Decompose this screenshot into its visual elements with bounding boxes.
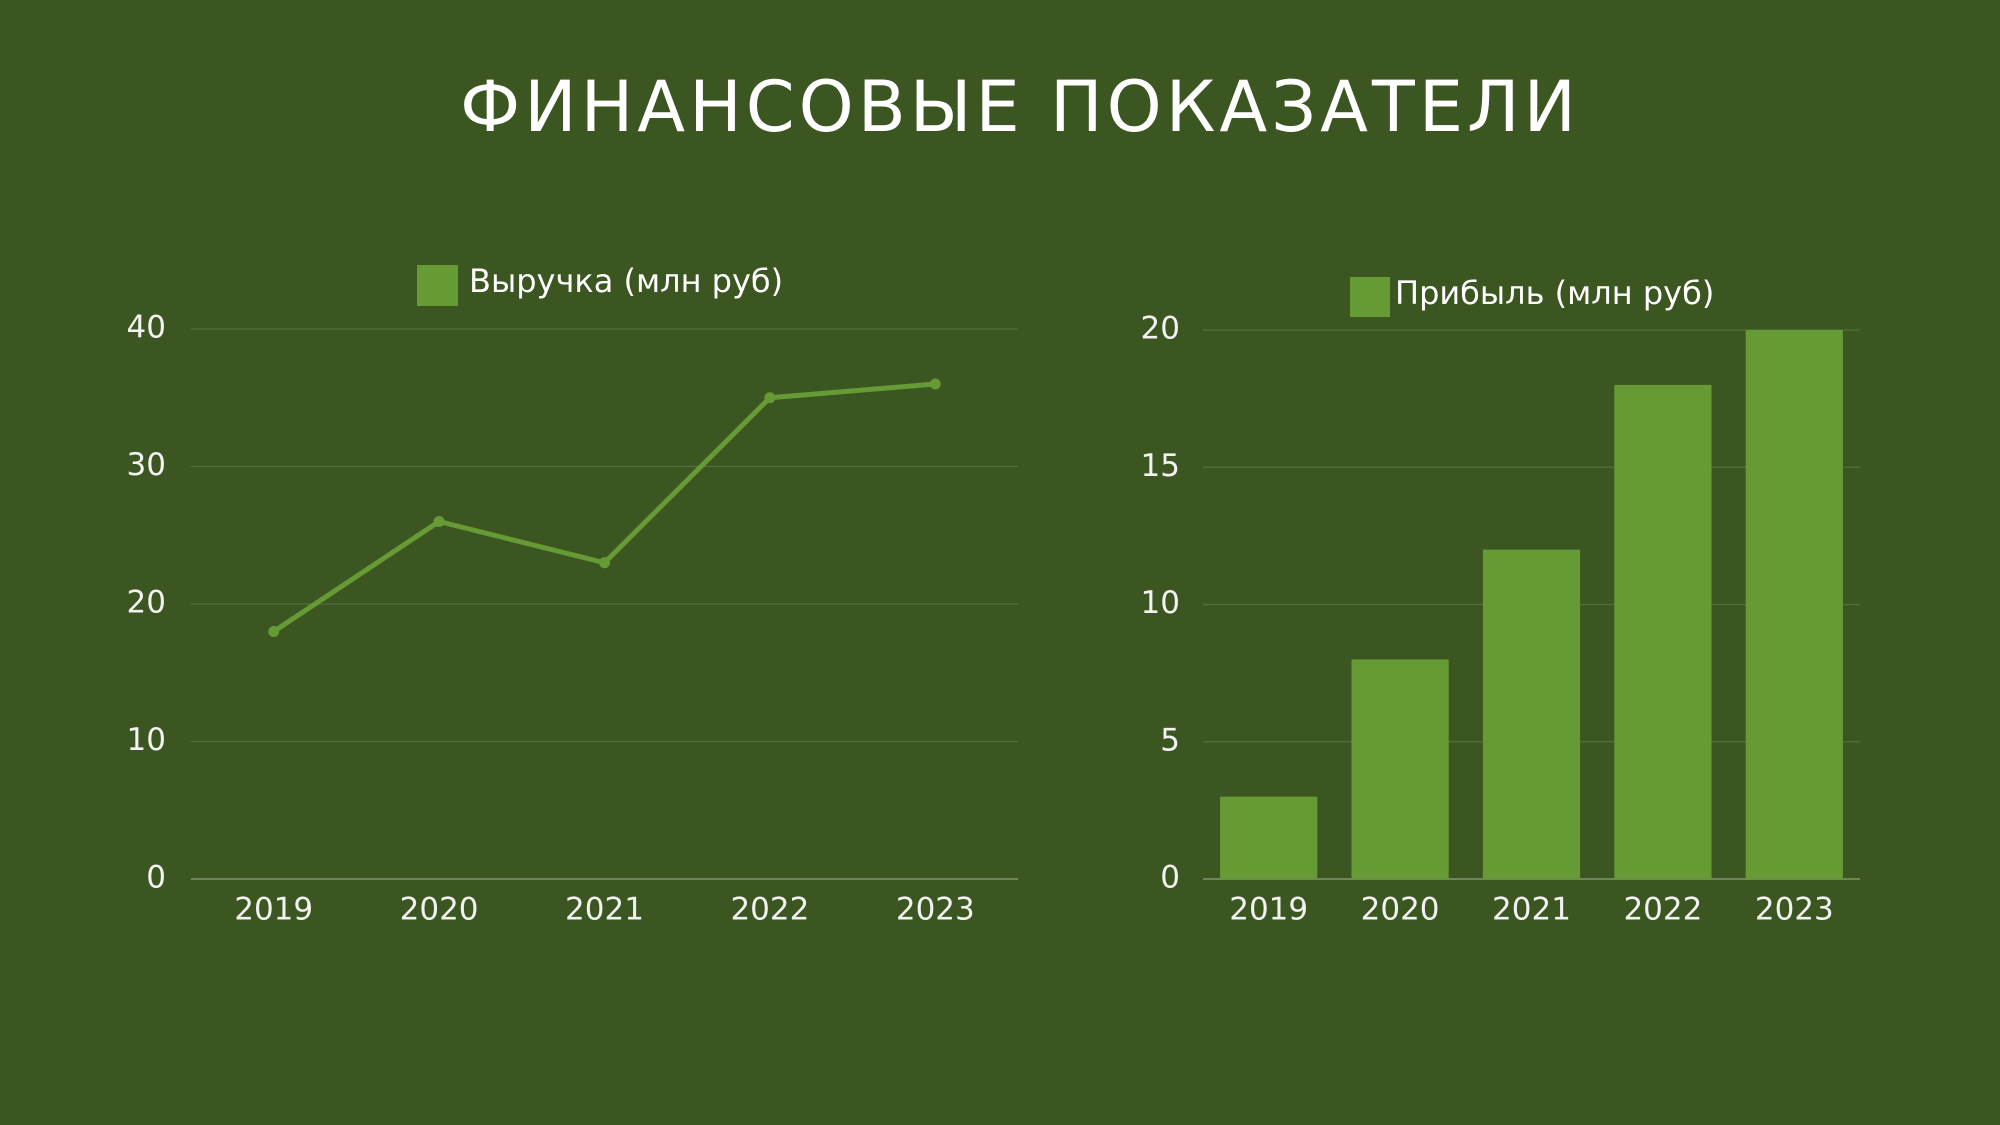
bar — [1745, 330, 1843, 879]
y-tick-label: 20 — [1141, 311, 1180, 347]
bar — [1220, 796, 1318, 879]
y-tick-label: 40 — [127, 310, 166, 346]
x-tick-label: 2023 — [1755, 892, 1834, 928]
marker — [599, 557, 610, 569]
marker — [433, 516, 445, 527]
legend-label: Выручка (млн руб) — [469, 262, 783, 300]
x-tick-label: 2021 — [565, 892, 644, 928]
legend-label: Прибыль (млн руб) — [1395, 274, 1714, 312]
x-tick-label: 2023 — [896, 892, 975, 928]
x-tick-label: 2020 — [400, 892, 479, 928]
x-tick-label: 2020 — [1361, 892, 1440, 928]
marker — [268, 626, 280, 637]
y-tick-label: 20 — [127, 585, 166, 621]
y-tick-label: 30 — [127, 447, 166, 483]
y-tick-label: 0 — [146, 860, 166, 896]
marker — [764, 392, 776, 404]
y-tick-label: 15 — [1141, 448, 1180, 484]
legend-swatch — [1350, 277, 1390, 317]
x-tick-label: 2022 — [1623, 892, 1702, 928]
bar — [1614, 384, 1712, 879]
x-tick-label: 2019 — [234, 892, 313, 928]
y-tick-label: 0 — [1160, 860, 1180, 896]
marker — [929, 378, 941, 390]
legend-swatch — [417, 265, 458, 306]
bar — [1482, 549, 1581, 879]
slide-title: ФИНАНСОВЫЕ ПОКАЗАТЕЛИ — [460, 66, 1580, 148]
y-tick-label: 5 — [1160, 722, 1180, 758]
x-tick-label: 2019 — [1229, 892, 1308, 928]
bar — [1351, 659, 1449, 879]
y-tick-label: 10 — [127, 722, 166, 758]
y-tick-label: 10 — [1141, 585, 1180, 621]
x-tick-label: 2022 — [730, 892, 809, 928]
x-tick-label: 2021 — [1492, 892, 1571, 928]
